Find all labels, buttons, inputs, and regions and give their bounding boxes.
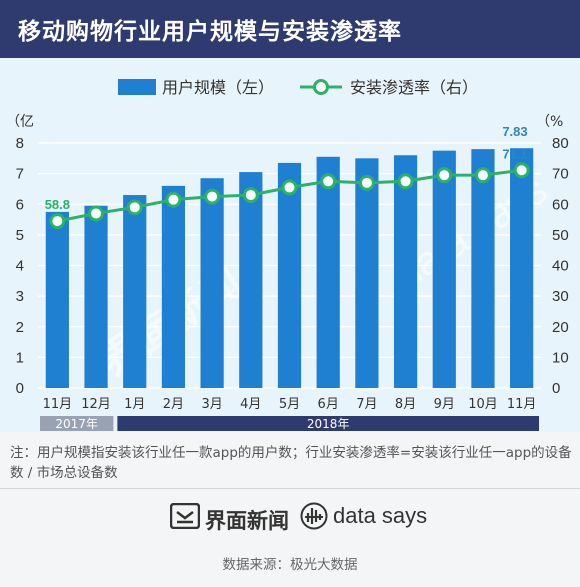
left-tick-label: 5 [16, 227, 24, 244]
bar-user-scale [123, 195, 147, 388]
bar-user-scale [161, 185, 186, 388]
year-group-label: 2017年 [55, 417, 98, 431]
datasays-logo-icon [300, 502, 328, 530]
right-tick-label: 80 [552, 135, 569, 152]
point-penetration [165, 191, 182, 208]
x-tick-label: 1月 [124, 397, 145, 412]
x-tick-label: 11月 [507, 397, 537, 412]
legend-line-marker [313, 79, 329, 95]
x-tick-label: 6月 [318, 397, 339, 412]
point-penetration [281, 179, 298, 196]
bar-user-scale [471, 149, 495, 388]
right-tick-label: 70 [552, 166, 569, 183]
bar-user-scale [432, 150, 456, 388]
divider [0, 488, 580, 489]
data-label: 58.8 [45, 197, 70, 212]
jiemian-logo-text: 界面新闻 [205, 509, 289, 533]
bar-user-scale [510, 148, 534, 388]
year-group-band [40, 416, 114, 431]
legend-bar-label: 用户规模（左） [162, 78, 274, 97]
right-axis-unit: （% [536, 114, 563, 130]
right-tick-label: 0 [552, 380, 560, 397]
jiemian-logo-icon [170, 503, 200, 529]
page-title: 移动购物行业用户规模与安装渗透率 [18, 19, 402, 45]
bar-user-scale [45, 211, 69, 388]
x-tick-label: 7月 [356, 397, 377, 412]
year-group-label: 2018年 [307, 417, 350, 431]
left-tick-label: 3 [16, 288, 24, 305]
bar-user-scale [277, 162, 302, 388]
bar-user-scale [239, 172, 263, 388]
right-tick-label: 50 [552, 227, 569, 244]
left-tick-label: 6 [16, 196, 24, 213]
left-axis-unit: （亿 [6, 114, 34, 130]
footnote: 注：用户规模指安装该行业任一款app的用户数；行业安装渗透率=安装该行业任一ap… [10, 445, 572, 481]
left-tick-label: 8 [16, 135, 24, 152]
x-tick-label: 3月 [201, 397, 222, 412]
datasays-logo-text: data says [333, 503, 428, 528]
bar-user-scale [316, 156, 340, 388]
x-tick-label: 12月 [81, 397, 111, 412]
data-label: 71.1 [502, 146, 527, 161]
left-tick-label: 4 [16, 258, 24, 275]
x-tick-label: 5月 [279, 397, 300, 412]
right-tick-label: 60 [552, 196, 569, 213]
right-tick-label: 10 [552, 349, 569, 366]
title-bar: 移动购物行业用户规模与安装渗透率 [0, 0, 580, 58]
left-tick-label: 1 [16, 349, 24, 366]
bar-user-scale [393, 155, 418, 388]
legend-bar-swatch [118, 79, 156, 95]
bar-user-scale [84, 205, 108, 388]
point-penetration [242, 187, 259, 204]
x-tick-label: 11月 [43, 397, 73, 412]
point-penetration [88, 205, 105, 222]
year-group-band [117, 416, 539, 431]
right-tick-label: 30 [552, 288, 569, 305]
point-penetration [397, 173, 414, 190]
point-penetration [204, 188, 221, 205]
x-tick-label: 8月 [395, 397, 416, 412]
left-tick-label: 7 [16, 166, 24, 183]
bar-user-scale [355, 158, 379, 388]
point-penetration [436, 167, 453, 184]
data-label: 7.83 [502, 124, 527, 139]
point-penetration [513, 162, 530, 179]
x-tick-label: 4月 [240, 397, 261, 412]
bar-user-scale [200, 178, 224, 388]
legend-line-label: 安装渗透率（右） [350, 78, 478, 97]
data-source: 数据来源：极光大数据 [222, 557, 358, 573]
x-tick-label: 10月 [468, 397, 498, 412]
point-penetration [474, 167, 491, 184]
right-tick-label: 20 [552, 319, 569, 336]
logo-row: 界面新闻 data says [0, 497, 580, 537]
left-tick-label: 2 [16, 319, 24, 336]
right-tick-label: 40 [552, 258, 569, 275]
point-penetration [358, 174, 375, 191]
left-tick-label: 0 [16, 380, 24, 397]
point-penetration [126, 199, 143, 216]
x-tick-label: 2月 [163, 397, 184, 412]
x-tick-label: 9月 [434, 397, 455, 412]
point-penetration [49, 213, 66, 230]
point-penetration [320, 173, 337, 190]
